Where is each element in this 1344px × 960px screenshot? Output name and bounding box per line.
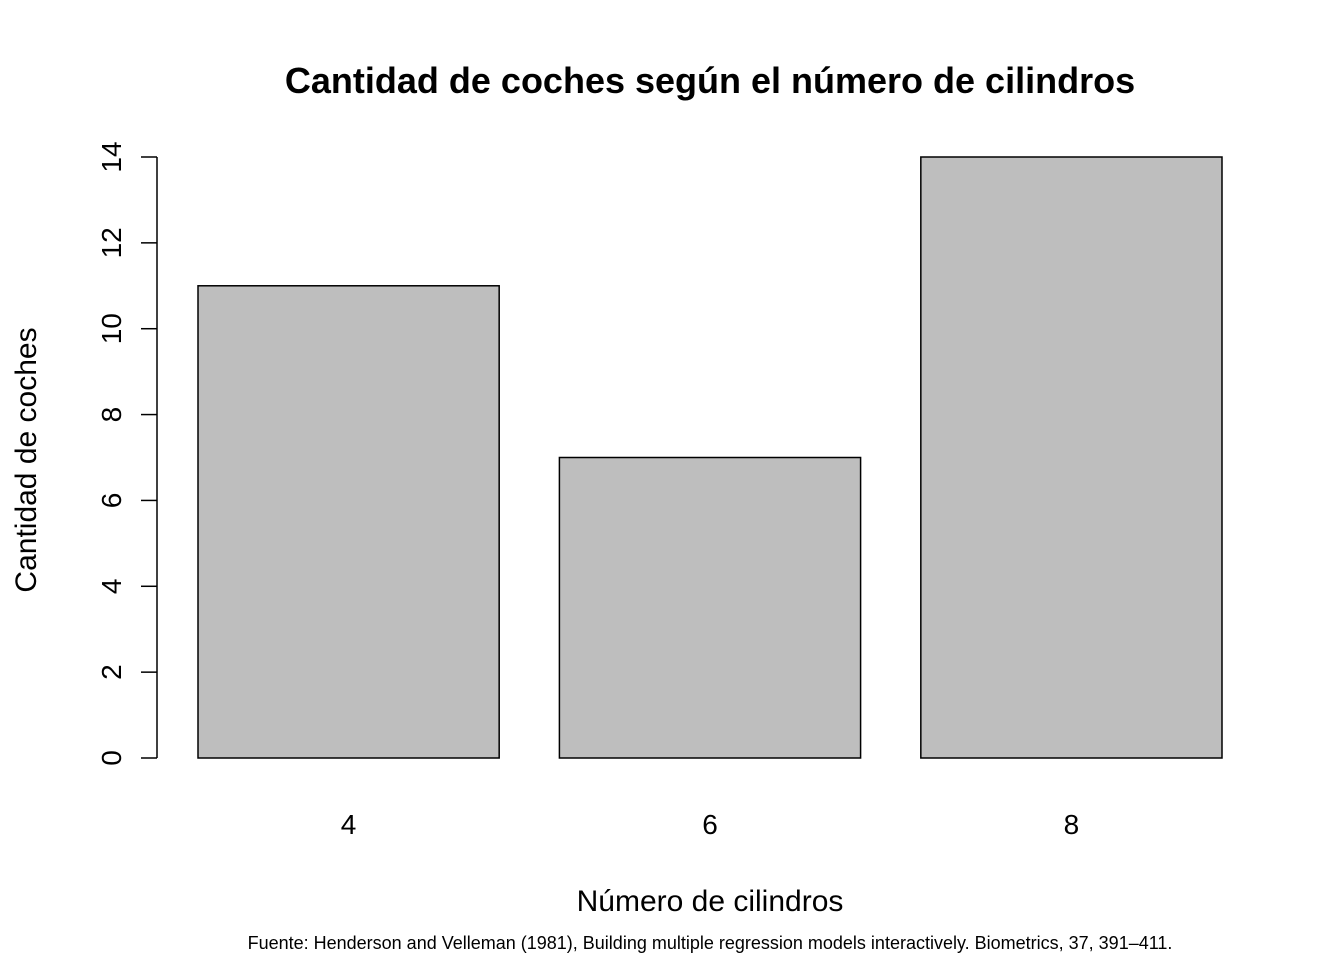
bar-8 — [920, 156, 1223, 759]
y-axis: 0 2 4 6 8 10 12 14 — [96, 141, 158, 766]
x-axis-label: Número de cilindros — [577, 885, 844, 918]
y-tick-label: 14 — [96, 141, 127, 172]
x-tick-label: 6 — [702, 809, 718, 840]
y-tick-label: 10 — [96, 313, 127, 344]
source-caption: Fuente: Henderson and Velleman (1981), B… — [248, 933, 1173, 953]
bar-6 — [558, 456, 862, 759]
x-tick-label: 4 — [341, 809, 357, 840]
bar-4 — [197, 285, 500, 759]
y-tick-label: 6 — [96, 493, 127, 509]
y-tick-label: 4 — [96, 578, 127, 594]
x-axis-tick-labels: 4 6 8 — [341, 809, 1079, 840]
bars — [197, 156, 1223, 759]
chart-title: Cantidad de coches según el número de ci… — [285, 60, 1135, 101]
y-tick-label: 12 — [96, 227, 127, 258]
y-tick-label: 8 — [96, 407, 127, 423]
x-tick-label: 8 — [1064, 809, 1080, 840]
y-tick-label: 0 — [96, 750, 127, 766]
y-axis-label: Cantidad de coches — [10, 327, 43, 592]
y-tick-label: 2 — [96, 664, 127, 680]
